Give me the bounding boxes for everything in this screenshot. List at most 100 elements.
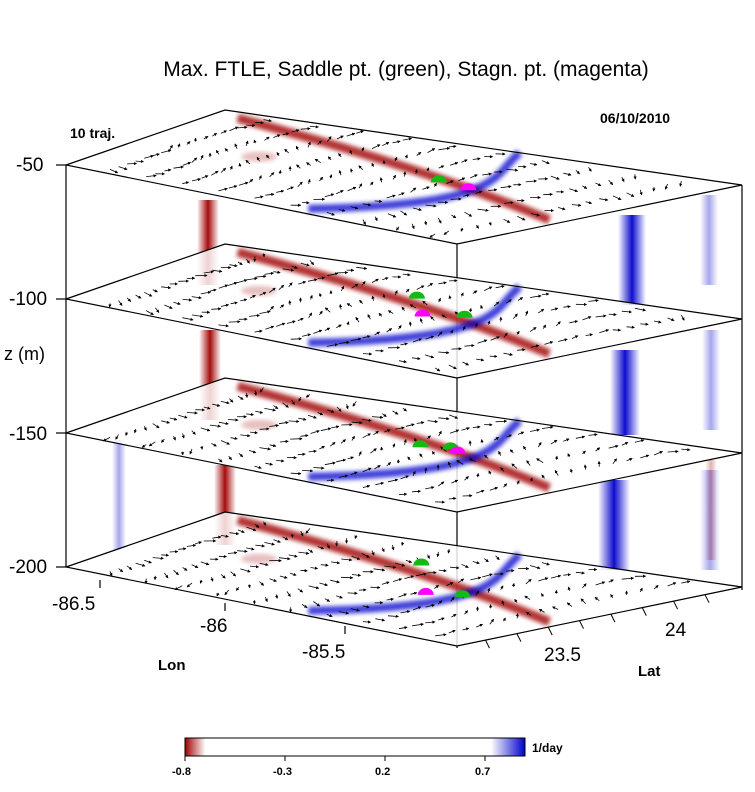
velocity-arrow <box>340 439 347 444</box>
velocity-arrow <box>200 290 212 295</box>
velocity-arrow <box>495 419 508 423</box>
velocity-arrow <box>220 534 229 538</box>
velocity-arrow <box>476 358 485 362</box>
velocity-arrow <box>412 470 416 477</box>
velocity-arrow <box>329 174 333 179</box>
velocity-arrow <box>386 194 396 199</box>
velocity-arrow <box>319 176 324 182</box>
velocity-arrow <box>500 185 512 189</box>
velocity-arrow <box>326 212 335 216</box>
blue-ftle-ridge <box>308 149 523 213</box>
velocity-arrow <box>398 492 408 496</box>
velocity-arrow <box>172 436 176 441</box>
velocity-arrow <box>152 289 158 293</box>
velocity-arrow <box>425 486 435 490</box>
velocity-arrow <box>487 320 491 325</box>
velocity-arrow <box>488 188 498 192</box>
velocity-arrow <box>245 140 249 147</box>
velocity-arrow <box>164 168 172 172</box>
velocity-arrow <box>351 573 362 577</box>
velocity-arrow <box>585 201 593 205</box>
velocity-arrow <box>433 182 437 187</box>
velocity-arrow <box>681 448 691 452</box>
velocity-arrow <box>269 305 274 312</box>
velocity-arrow <box>358 183 363 189</box>
velocity-arrow <box>324 461 336 466</box>
velocity-arrow <box>621 310 633 314</box>
colorbar-tick-0: -0.8 <box>172 766 191 778</box>
velocity-arrow <box>425 204 437 208</box>
velocity-arrow <box>461 563 469 568</box>
velocity-arrow <box>317 546 325 550</box>
velocity-arrow <box>583 464 587 470</box>
velocity-arrow <box>484 286 493 291</box>
velocity-arrow <box>336 595 343 599</box>
velocity-arrow <box>324 327 331 332</box>
velocity-arrow <box>109 169 119 174</box>
velocity-arrow <box>212 535 222 539</box>
velocity-arrow <box>517 297 524 301</box>
velocity-arrow <box>310 566 319 570</box>
velocity-arrow <box>238 162 242 167</box>
faint-blue-curtain-1 <box>700 195 718 285</box>
velocity-arrow <box>313 466 325 470</box>
velocity-arrow <box>410 591 418 595</box>
velocity-arrow <box>288 554 298 558</box>
velocity-arrow <box>352 401 357 407</box>
velocity-arrow <box>324 193 335 198</box>
layer-200 <box>63 511 743 647</box>
velocity-arrow <box>503 218 511 223</box>
velocity-arrow <box>446 180 454 184</box>
velocity-arrow <box>301 201 310 205</box>
velocity-arrow <box>402 407 407 412</box>
lat-tick-1: 23.5 <box>544 645 581 666</box>
velocity-arrow <box>476 472 480 478</box>
velocity-arrow <box>374 331 381 336</box>
velocity-arrow <box>237 549 248 553</box>
velocity-arrow <box>125 431 129 437</box>
velocity-arrow <box>472 561 480 565</box>
velocity-arrow <box>667 582 677 587</box>
velocity-arrow <box>259 310 271 314</box>
velocity-arrow <box>416 421 425 425</box>
velocity-arrow <box>451 479 459 484</box>
velocity-arrow <box>463 193 470 198</box>
velocity-arrow <box>182 317 194 321</box>
velocity-arrow <box>351 435 355 441</box>
velocity-arrow <box>569 188 579 193</box>
velocity-arrow <box>541 292 550 296</box>
velocity-arrow <box>358 451 362 457</box>
velocity-arrow <box>544 341 554 345</box>
velocity-arrow <box>570 468 574 473</box>
faint-blue-curtain-left <box>112 440 126 550</box>
velocity-arrow <box>503 332 508 338</box>
faint-red-patch <box>241 553 277 564</box>
velocity-arrow <box>416 285 425 290</box>
velocity-arrow <box>362 484 371 488</box>
velocity-arrow <box>345 404 349 410</box>
velocity-arrow <box>370 448 377 454</box>
velocity-arrow <box>448 295 452 300</box>
velocity-arrow <box>382 293 386 299</box>
velocity-arrow <box>558 207 566 211</box>
velocity-arrow <box>461 159 468 163</box>
velocity-arrow <box>346 321 350 326</box>
colorbar <box>184 737 526 757</box>
velocity-arrow <box>220 167 227 173</box>
velocity-arrow <box>378 312 383 317</box>
velocity-arrow <box>446 582 454 586</box>
velocity-arrow <box>307 548 314 553</box>
velocity-arrow <box>503 201 514 205</box>
velocity-arrow <box>381 547 385 553</box>
velocity-arrow <box>118 300 123 306</box>
velocity-arrow <box>530 162 538 166</box>
velocity-arrow <box>488 470 492 475</box>
velocity-arrow <box>161 149 172 154</box>
velocity-arrow <box>621 442 629 446</box>
velocity-arrow <box>470 174 478 179</box>
velocity-arrow <box>211 442 217 447</box>
velocity-arrow <box>300 531 304 537</box>
velocity-arrow <box>502 617 506 622</box>
velocity-arrow <box>254 465 262 469</box>
lon-tick-marks <box>99 580 346 634</box>
